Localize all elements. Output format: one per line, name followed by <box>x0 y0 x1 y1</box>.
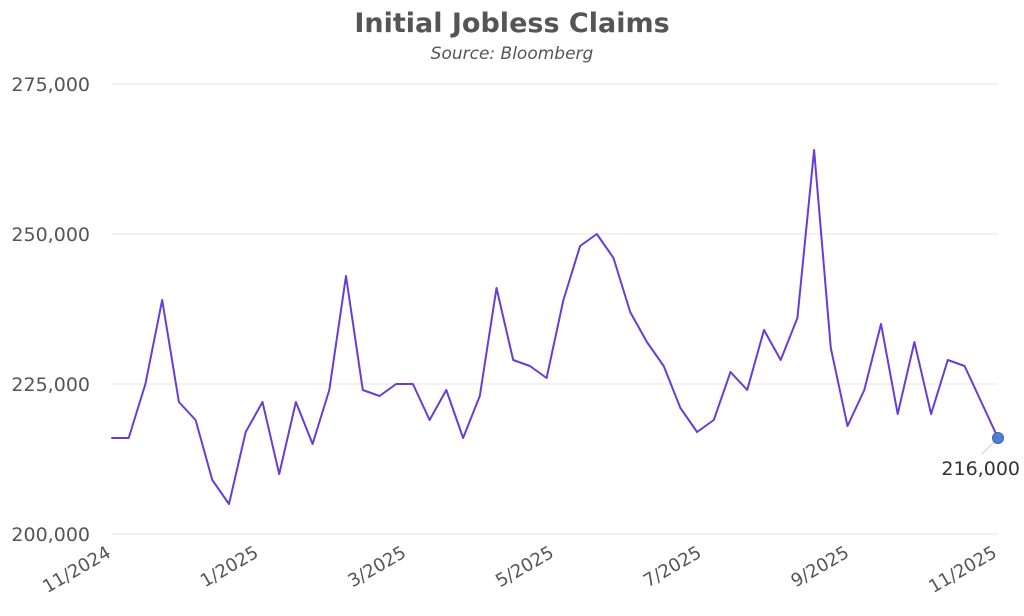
x-tick-label: 9/2025 <box>787 542 852 592</box>
chart-title: Initial Jobless Claims <box>354 8 670 39</box>
last-point-marker <box>992 432 1004 444</box>
x-tick-label: 3/2025 <box>344 542 409 592</box>
x-tick-label: 11/2025 <box>925 542 1000 598</box>
y-tick-label: 275,000 <box>11 74 90 96</box>
y-tick-label: 250,000 <box>11 224 90 246</box>
chart-subtitle: Source: Bloomberg <box>430 44 594 64</box>
y-tick-label: 225,000 <box>11 374 90 396</box>
x-tick-label: 7/2025 <box>640 542 705 592</box>
x-tick-label: 11/2024 <box>39 542 114 598</box>
x-tick-label: 5/2025 <box>492 542 557 592</box>
x-tick-label: 1/2025 <box>197 542 262 592</box>
series-line <box>111 149 999 505</box>
y-tick-label: 200,000 <box>11 524 90 546</box>
last-point-label: 216,000 <box>941 458 1020 480</box>
